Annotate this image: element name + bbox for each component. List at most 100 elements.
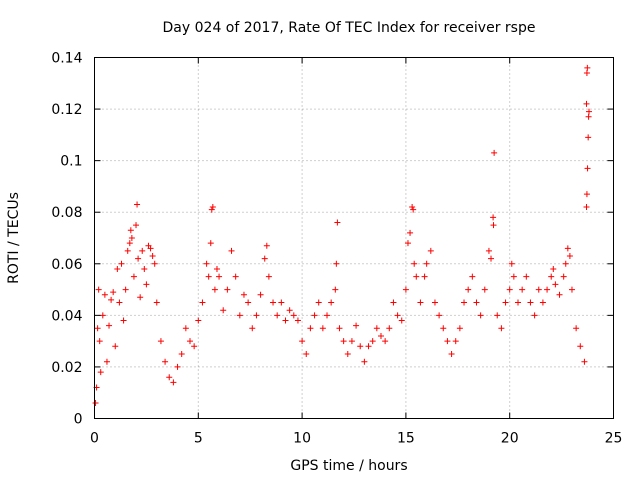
chart-title: Day 024 of 2017, Rate Of TEC Index for r… [163,20,536,36]
data-point [427,247,434,254]
data-point [319,325,326,332]
data-point [195,317,202,324]
data-point [149,253,156,260]
data-point [584,165,591,172]
data-point [409,204,416,211]
data-point [137,294,144,301]
data-point [240,291,247,298]
data-point [220,307,227,314]
data-point [99,312,106,319]
data-point [361,358,368,365]
data-point [436,312,443,319]
data-point [531,312,538,319]
data-point [133,222,140,229]
data-point [398,317,405,324]
data-point [583,69,590,76]
data-point [377,332,384,339]
data-point [130,273,137,280]
data-point [584,64,591,71]
data-point [224,286,231,293]
data-point [92,400,99,407]
data-point [556,291,563,298]
data-point [552,281,559,288]
y-tick-label: 0.08 [51,205,82,221]
data-point [147,245,154,252]
data-point [494,312,501,319]
data-point [568,286,575,293]
data-point [203,260,210,267]
data-point [128,235,135,241]
data-point [365,343,372,350]
data-point [353,322,360,329]
data-point [340,338,347,345]
data-point [452,338,459,345]
data-point [423,260,430,267]
data-point [141,265,148,272]
data-point [257,291,264,298]
data-point [134,201,141,208]
y-tick-labels: 0 0.02 0.04 0.06 0.08 0.1 0.12 0.14 [51,51,82,428]
data-point [213,265,220,272]
data-point [249,325,256,332]
data-point [211,286,218,293]
data-point [508,260,515,267]
data-point [473,299,480,306]
data-point [411,260,418,267]
data-point [481,286,488,293]
data-point [127,227,134,234]
data-point [120,317,127,324]
data-point [294,317,301,324]
data-point [488,255,495,262]
data-point [431,299,438,306]
data-point [491,149,498,156]
data-point [417,299,424,306]
data-point [103,358,110,365]
data-point [106,322,113,329]
data-point [577,343,584,350]
data-point [153,299,160,306]
data-point [523,273,530,280]
data-point [101,291,108,298]
data-point [444,338,451,345]
data-point [270,299,277,306]
data-point [506,286,513,293]
data-point [303,351,310,358]
data-point [502,299,509,306]
data-point [373,325,380,332]
data-point [560,273,567,280]
x-tick-label: 25 [605,431,623,447]
data-point [182,325,189,332]
data-point [274,312,281,319]
data-point [477,312,484,319]
y-axis-label: ROTI / TECUs [6,192,22,284]
data-point [469,273,476,280]
data-point [286,307,293,314]
data-point [573,325,580,332]
data-point [139,247,146,254]
data-point [110,289,117,296]
axis-ticks [94,57,614,419]
data-point [116,299,123,306]
grid-lines [94,57,614,419]
y-tick-label: 0.1 [60,154,82,170]
data-point [448,351,455,358]
data-point [124,247,131,254]
data-point [95,286,102,293]
data-point [122,286,129,293]
data-point [108,296,115,303]
data-point [410,206,417,213]
x-tick-labels: 0 5 10 15 20 25 [90,431,622,447]
data-point [564,245,571,252]
data-point [348,338,355,345]
data-point [157,338,164,345]
data-point [382,338,389,345]
data-point [278,299,285,306]
data-point [263,242,270,249]
data-point [562,260,569,267]
data-point [583,204,590,211]
data-point [548,273,555,280]
data-point [344,351,351,358]
data-point [404,240,411,247]
data-point [440,325,447,332]
